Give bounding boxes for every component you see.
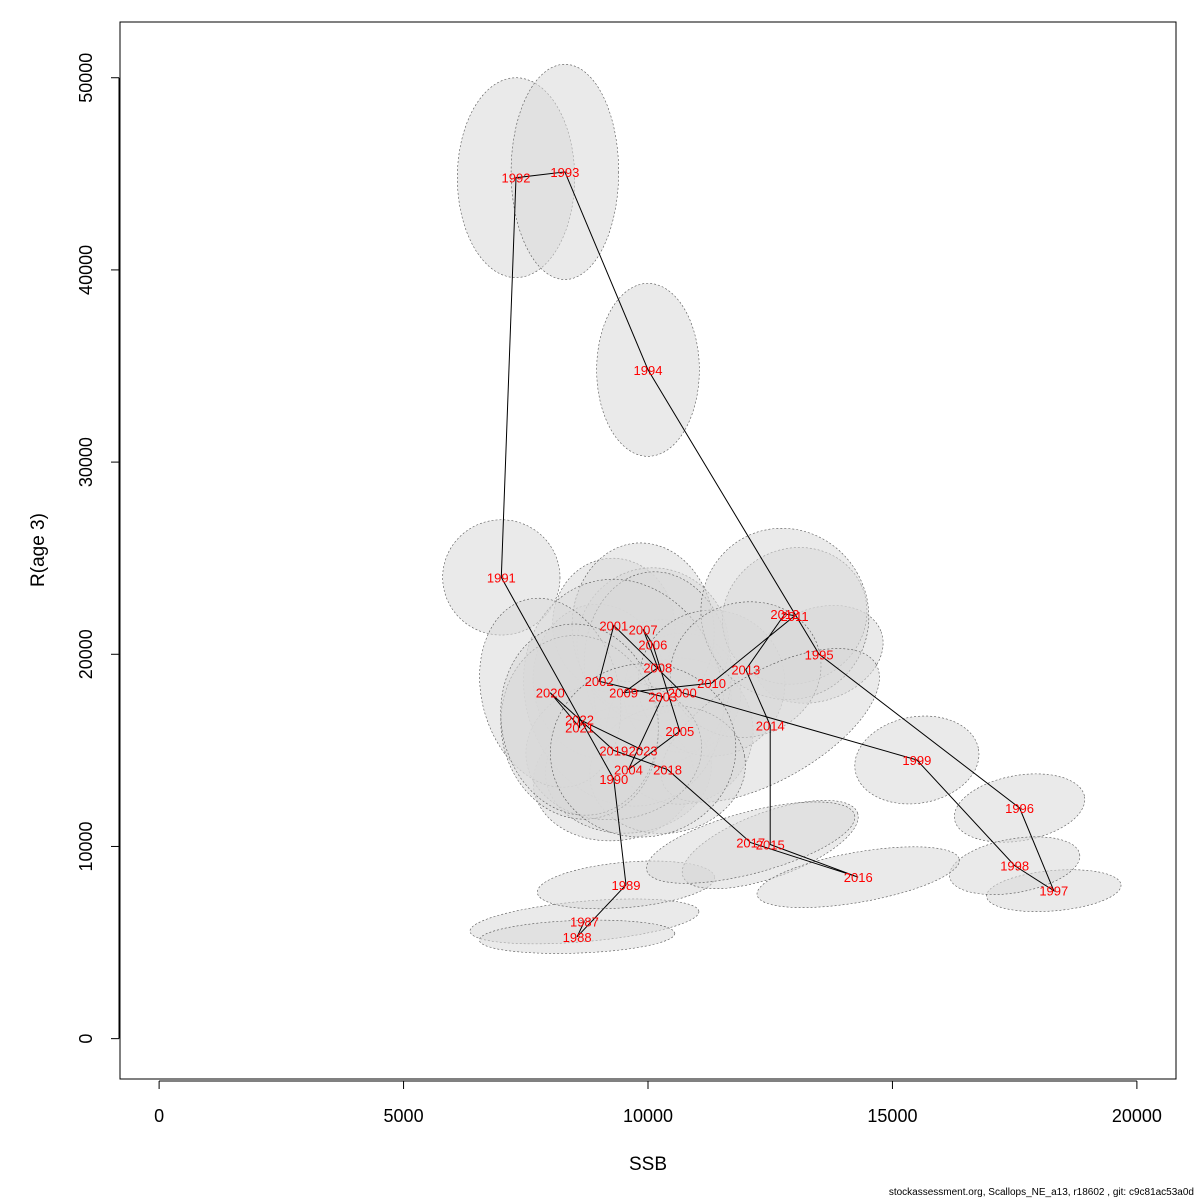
year-label-2001: 2001 bbox=[599, 618, 628, 633]
year-label-2018: 2018 bbox=[653, 763, 682, 778]
year-label-2011: 2011 bbox=[781, 609, 809, 624]
y-tick-label: 40000 bbox=[76, 245, 96, 295]
y-tick-label: 0 bbox=[76, 1034, 96, 1044]
year-label-1988: 1988 bbox=[563, 930, 592, 945]
year-label-2016: 2016 bbox=[844, 870, 873, 885]
y-axis-title: R(age 3) bbox=[28, 513, 49, 587]
y-tick-label: 20000 bbox=[76, 629, 96, 679]
x-axis: 0 5000 10000 15000 20000 bbox=[154, 1080, 1162, 1126]
trajectory-path bbox=[500, 171, 1055, 938]
ellipse-2016 bbox=[756, 846, 960, 908]
year-label-2006: 2006 bbox=[638, 638, 667, 653]
plot-frame bbox=[119, 21, 1177, 1080]
year-label-2002: 2002 bbox=[585, 674, 614, 689]
year-label-2008: 2008 bbox=[643, 661, 672, 676]
year-label-1998: 1998 bbox=[1000, 859, 1029, 874]
x-axis-title: SSB bbox=[629, 1154, 667, 1175]
x-tick-label: 0 bbox=[154, 1106, 164, 1126]
y-tick-label: 10000 bbox=[76, 821, 96, 871]
year-label-1990: 1990 bbox=[599, 772, 628, 787]
year-label-2010: 2010 bbox=[697, 676, 726, 691]
x-tick-label: 5000 bbox=[384, 1106, 424, 1126]
y-tick-label: 50000 bbox=[76, 53, 96, 103]
year-label-2012: 2012 bbox=[770, 607, 799, 622]
y-tick-label: 30000 bbox=[76, 437, 96, 487]
year-label-2004: 2004 bbox=[614, 763, 643, 778]
year-label-2015: 2015 bbox=[756, 838, 785, 853]
year-label-2021: 2021 bbox=[565, 720, 594, 735]
year-label-2009: 2009 bbox=[609, 686, 638, 701]
year-label-1995: 1995 bbox=[805, 647, 834, 662]
year-label-2022: 2022 bbox=[565, 713, 594, 728]
year-label-1987: 1987 bbox=[570, 914, 599, 929]
trajectory-line bbox=[500, 171, 1055, 938]
year-label-1989: 1989 bbox=[612, 878, 641, 893]
year-label-2013: 2013 bbox=[731, 663, 760, 678]
footer-credit: stockassessment.org, Scallops_NE_a13, r1… bbox=[888, 1187, 1194, 1198]
year-label-2007: 2007 bbox=[629, 622, 658, 637]
year-label-2000: 2000 bbox=[668, 686, 697, 701]
year-label-1999: 1999 bbox=[902, 753, 931, 768]
year-label-2020: 2020 bbox=[536, 686, 565, 701]
year-label-2014: 2014 bbox=[756, 718, 785, 733]
x-tick-label: 15000 bbox=[867, 1106, 917, 1126]
year-label-2003: 2003 bbox=[648, 690, 677, 705]
year-label-1996: 1996 bbox=[1005, 801, 1034, 816]
year-label-2023: 2023 bbox=[629, 743, 658, 758]
x-tick-label: 20000 bbox=[1112, 1106, 1162, 1126]
year-label-1991: 1991 bbox=[487, 570, 516, 585]
confidence-ellipses bbox=[442, 63, 1122, 954]
year-label-2017: 2017 bbox=[736, 836, 765, 851]
year-label-1997: 1997 bbox=[1039, 884, 1068, 899]
year-label-2005: 2005 bbox=[665, 724, 694, 739]
year-label-1994: 1994 bbox=[634, 363, 663, 378]
year-label-1992: 1992 bbox=[502, 171, 531, 186]
y-axis: 0 10000 20000 30000 40000 50000 bbox=[76, 53, 120, 1044]
x-tick-label: 10000 bbox=[623, 1106, 673, 1126]
year-label-2019: 2019 bbox=[599, 743, 628, 758]
year-label-1993: 1993 bbox=[550, 165, 579, 180]
